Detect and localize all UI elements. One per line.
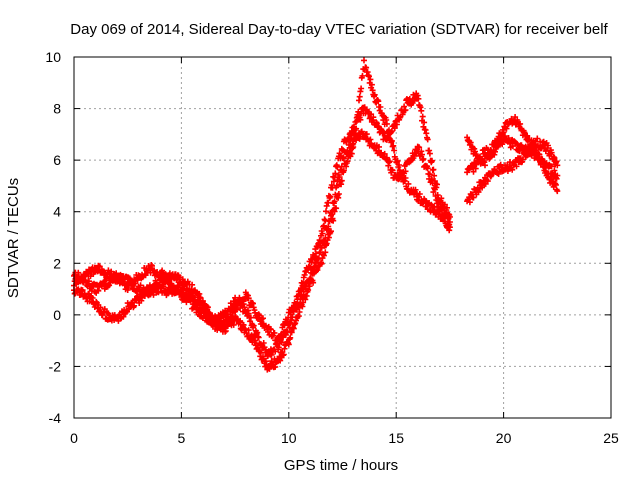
plot-frame bbox=[73, 56, 612, 419]
y-tick-label: -2 bbox=[49, 358, 62, 374]
y-tick-label: 2 bbox=[53, 255, 61, 271]
y-tick-label: 0 bbox=[53, 307, 61, 323]
x-tick-label: 20 bbox=[496, 430, 512, 446]
y-tick-label: 8 bbox=[53, 101, 61, 117]
x-axis-label: GPS time / hours bbox=[284, 457, 398, 474]
axis-ticks: 0 5 10 15 20 25 -4 -2 0 2 4 6 8 10 bbox=[45, 49, 619, 446]
x-tick-label: 15 bbox=[388, 430, 404, 446]
x-tick-label: 5 bbox=[178, 430, 186, 446]
y-tick-label: 10 bbox=[45, 49, 61, 65]
x-tick-label: 0 bbox=[70, 430, 78, 446]
y-tick-label: 4 bbox=[53, 204, 61, 220]
series-track-f bbox=[464, 114, 561, 195]
grid-lines bbox=[74, 57, 611, 418]
series-marker-path bbox=[464, 135, 561, 206]
series-track-e bbox=[464, 135, 561, 206]
y-tick-label: 6 bbox=[53, 152, 61, 168]
chart-title: Day 069 of 2014, Sidereal Day-to-day VTE… bbox=[70, 21, 608, 38]
x-tick-label: 10 bbox=[281, 430, 297, 446]
y-tick-label: -4 bbox=[49, 410, 62, 426]
x-tick-label: 25 bbox=[603, 430, 619, 446]
series-marker-path bbox=[464, 114, 561, 195]
y-axis-label: SDTVAR / TECUs bbox=[5, 178, 22, 298]
data-marks bbox=[71, 57, 561, 373]
